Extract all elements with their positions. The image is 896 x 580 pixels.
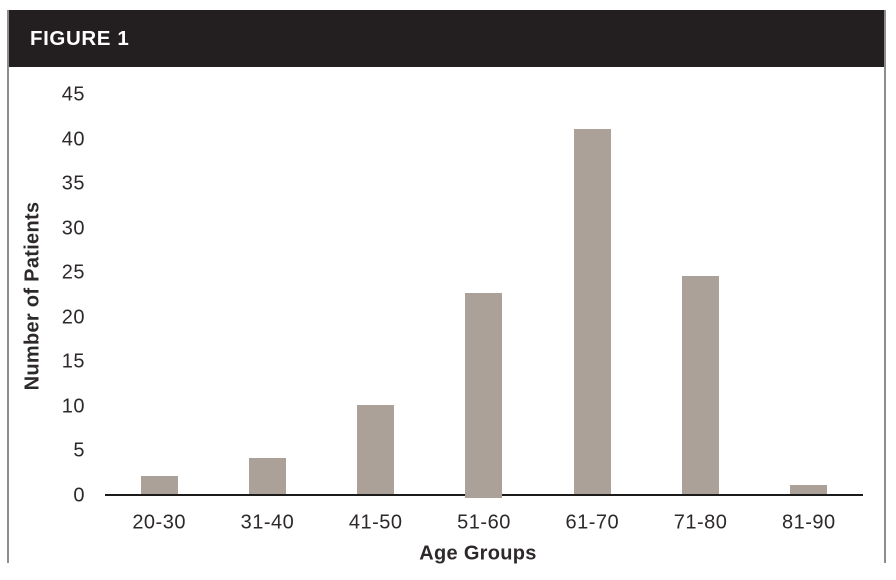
bar-chart-plot-area (105, 95, 863, 498)
y-tick-label-0: 0 (73, 484, 85, 507)
y-tick-label-20: 20 (61, 306, 85, 329)
bar-41-50 (357, 404, 395, 494)
y-tick-label-45: 45 (61, 83, 85, 106)
y-tick-label-30: 30 (61, 217, 85, 240)
y-axis-tick-labels: 0 5 10 15 20 25 30 35 40 45 (0, 84, 85, 507)
y-tick-label-15: 15 (61, 350, 85, 373)
bar-slot-81-90 (755, 95, 863, 494)
figure-frame: FIGURE 1 (7, 10, 886, 563)
x-axis-title: Age Groups (419, 542, 537, 565)
figure-title: FIGURE 1 (30, 26, 130, 50)
y-tick-label-5: 5 (73, 439, 85, 462)
bar-slot-61-70 (538, 95, 646, 494)
y-tick-label-25: 25 (61, 261, 85, 284)
bar-61-70 (573, 128, 611, 494)
bar-slot-31-40 (213, 95, 321, 494)
bar-slot-41-50 (322, 95, 430, 494)
bar-slot-71-80 (646, 95, 754, 494)
bar-31-40 (248, 458, 286, 494)
bar-slot-20-30 (105, 95, 213, 494)
bar-20-30 (140, 476, 178, 494)
y-tick-label-40: 40 (61, 128, 85, 151)
y-tick-label-35: 35 (61, 172, 85, 195)
bar-71-80 (682, 275, 720, 494)
figure-header-bar: FIGURE 1 (9, 10, 884, 67)
bar-81-90 (790, 485, 828, 494)
y-tick-label-10: 10 (61, 395, 85, 418)
bar-slot-51-60 (430, 95, 538, 498)
bar-51-60 (465, 293, 503, 498)
